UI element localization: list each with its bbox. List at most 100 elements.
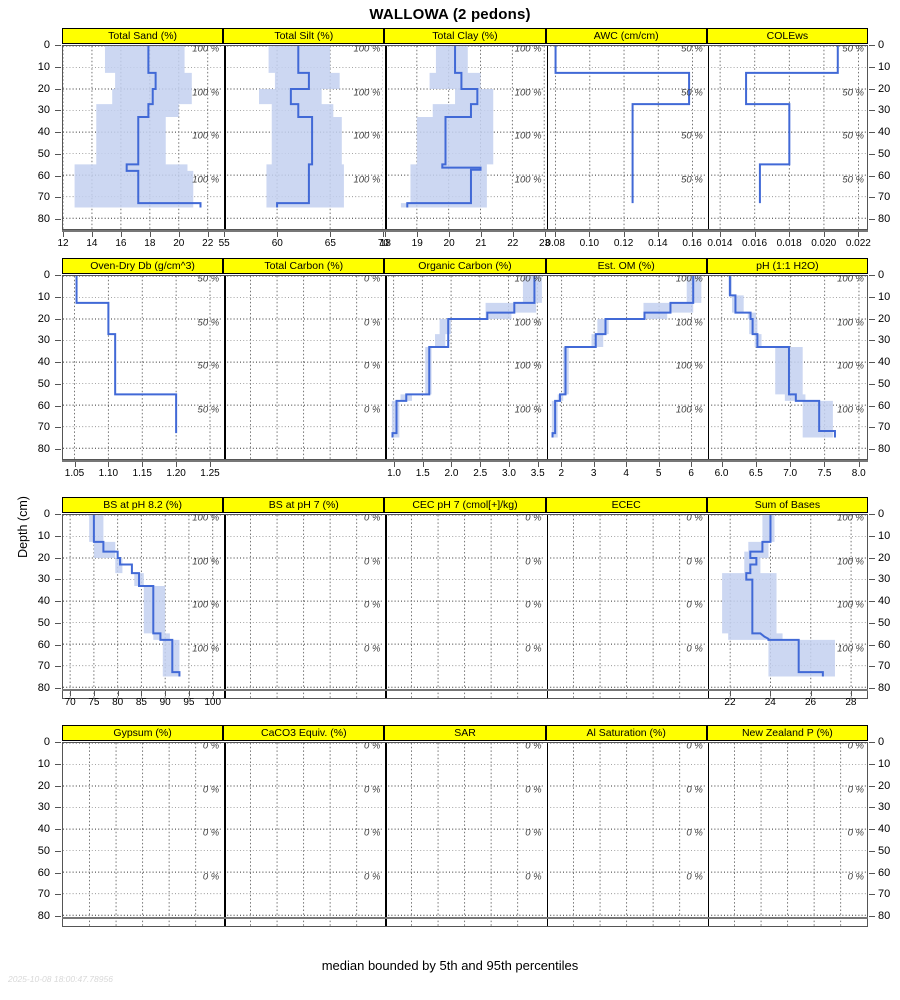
percent-annotation: 0 % (202, 784, 220, 796)
x-tick-mark (626, 462, 628, 467)
percent-annotation: 100 % (353, 87, 381, 99)
percent-annotation: 100 % (514, 273, 542, 285)
x-axis-line (62, 230, 868, 232)
x-tick-label: 1.05 (64, 468, 85, 479)
y-tick-mark (55, 132, 61, 134)
y-tick-mark (55, 666, 61, 668)
x-tick-label: 70 (377, 238, 389, 249)
y-axis-tick-left: 70 (37, 421, 50, 434)
plot-area (62, 742, 868, 927)
panel-plot-bs-at-ph-8-2 (63, 515, 223, 698)
y-axis-tick-left: 80 (37, 910, 50, 923)
y-tick-mark (55, 579, 61, 581)
y-tick-mark (55, 362, 61, 364)
percent-annotation: 0 % (686, 556, 703, 568)
panel-header-total-sand: Total Sand (%) (62, 28, 224, 44)
panel-header-organic-carbon: Organic Carbon (%) (384, 258, 546, 274)
x-tick-mark (63, 232, 64, 237)
percent-annotation: 100 % (353, 43, 381, 55)
y-axis-tick-right: 10 (878, 60, 891, 73)
y-axis-tick-right: 0 (878, 736, 885, 748)
panel-header-ecec: ECEC (545, 497, 707, 513)
y-axis-tick-right: 70 (878, 888, 891, 901)
y-axis-tick-right: 60 (878, 638, 891, 651)
percent-annotation: 0 % (847, 827, 864, 839)
panel-plot-total-carbon (224, 276, 384, 459)
y-axis-tick-left: 40 (37, 126, 50, 139)
x-tick-mark (383, 232, 385, 237)
x-axis-line (62, 917, 868, 919)
y-axis-tick-right: 20 (878, 82, 891, 95)
percent-annotation: 0 % (525, 599, 542, 611)
y-axis-tick-left: 10 (37, 60, 50, 73)
y-tick-mark (869, 405, 875, 407)
uncertainty-band (551, 276, 701, 438)
y-axis-tick-right: 0 (878, 39, 885, 51)
panel-plot-organic-carbon (385, 276, 545, 459)
y-tick-mark (55, 829, 61, 831)
x-tick-mark (512, 232, 514, 237)
median-line (75, 276, 178, 434)
y-axis-tick-right: 0 (878, 269, 885, 281)
percent-annotation: 50 % (681, 87, 703, 99)
panel-header-bs-at-ph-8-2: BS at pH 8.2 (%) (62, 497, 224, 513)
uncertainty-band (392, 276, 543, 438)
y-axis-tick-left: 80 (37, 682, 50, 695)
panel-title: Total Clay (%) (432, 30, 498, 42)
panel-separator (546, 515, 549, 698)
y-tick-mark (869, 66, 875, 68)
y-tick-mark (55, 785, 61, 787)
panel-plot-total-silt (224, 46, 384, 229)
x-tick-label: 0.12 (613, 238, 634, 249)
y-axis-tick-right: 40 (878, 823, 891, 836)
x-axis-line (62, 689, 868, 691)
y-tick-mark (869, 850, 875, 852)
x-tick-label: 26 (805, 697, 817, 708)
x-tick-label: 2.0 (444, 468, 459, 479)
y-axis-tick-left: 80 (37, 213, 50, 226)
percent-annotation: 100 % (837, 556, 864, 568)
uncertainty-band (74, 46, 194, 208)
y-tick-mark (869, 362, 875, 364)
percent-annotation: 0 % (847, 740, 864, 752)
y-axis-tick-left: 10 (37, 290, 50, 303)
x-tick-mark (212, 691, 214, 696)
y-axis-tick-left: 70 (37, 660, 50, 673)
panel-separator (224, 515, 226, 698)
y-tick-mark (869, 644, 875, 646)
y-axis-tick-left: 0 (43, 269, 50, 281)
percent-annotation: 100 % (514, 43, 542, 55)
panel-header-cec-ph-7: CEC pH 7 (cmol[+]/kg) (384, 497, 546, 513)
x-tick-mark (823, 232, 825, 237)
panel-plot-new-zealand-p (707, 743, 867, 926)
percent-annotation: 0 % (525, 643, 542, 655)
x-tick-mark (108, 462, 110, 467)
percent-annotation: 0 % (364, 599, 381, 611)
percent-annotation: 0 % (202, 827, 220, 839)
x-tick-label: 21 (475, 238, 487, 249)
panel-plot-cec-ph-7 (385, 515, 545, 698)
median-line (406, 46, 482, 208)
y-tick-mark (869, 666, 875, 668)
panel-title: New Zealand P (%) (741, 727, 833, 739)
y-tick-mark (869, 514, 875, 515)
y-axis-tick-left: 40 (37, 356, 50, 369)
x-tick-mark (824, 462, 826, 467)
x-tick-label: 12 (57, 238, 69, 249)
panel-plot-ph-1-1-h2o (707, 276, 867, 459)
percent-annotation: 100 % (192, 512, 220, 524)
y-axis-tick-right: 40 (878, 126, 891, 139)
y-axis-tick-left: 50 (37, 616, 50, 629)
percent-annotation: 100 % (353, 174, 381, 186)
percent-annotation: 0 % (686, 827, 703, 839)
median-line (391, 276, 536, 438)
percent-annotation: 0 % (686, 740, 703, 752)
percent-annotation: 100 % (675, 404, 703, 416)
panel-plot-total-sand (63, 46, 223, 229)
x-tick-mark (422, 462, 424, 467)
plot-area (62, 45, 868, 230)
percent-annotation: 100 % (192, 87, 220, 99)
x-tick-mark (149, 232, 151, 237)
y-tick-mark (869, 894, 875, 896)
